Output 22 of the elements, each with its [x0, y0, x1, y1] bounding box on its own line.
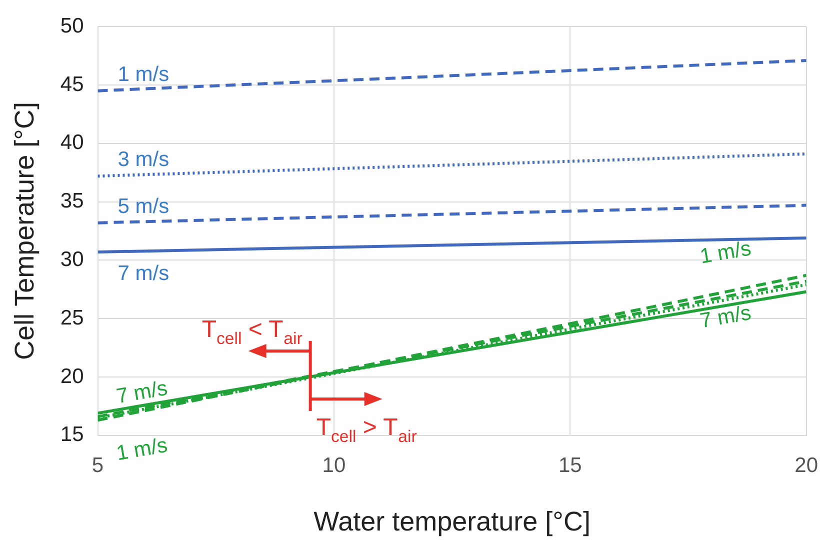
y-tick-label: 45: [60, 72, 84, 96]
y-tick-label: 40: [60, 131, 84, 154]
x-tick-label: 10: [322, 454, 346, 477]
text: 1 m/s: [698, 236, 753, 268]
y-tick-label: 20: [60, 364, 84, 388]
text: 1 m/s: [114, 434, 170, 466]
y-tick-label: 15: [60, 423, 84, 446]
text: 7 m/s: [114, 376, 170, 408]
y-tick-label: 30: [60, 248, 84, 271]
x-tick-label: 15: [558, 454, 582, 477]
x-tick-label: 20: [794, 454, 818, 477]
series-label: 1 m/s: [118, 62, 170, 86]
series-label: 7 m/s: [118, 262, 170, 286]
y-tick-label: 50: [60, 14, 84, 38]
x-axis-title: Water temperature [°C]: [314, 506, 590, 536]
y-tick-label: 25: [60, 306, 84, 330]
y-tick-label: 35: [60, 190, 84, 213]
text: 7 m/s: [698, 301, 753, 333]
series-label: 5 m/s: [118, 194, 170, 218]
y-axis-title: Cell Temperature [°C]: [10, 102, 40, 360]
x-tick-label: 5: [92, 454, 104, 477]
series-label: 3 m/s: [118, 148, 170, 172]
